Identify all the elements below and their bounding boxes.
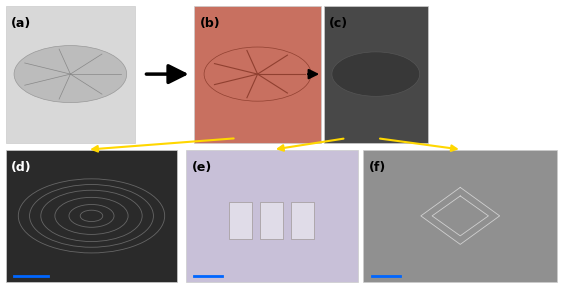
Bar (260, 202, 283, 239)
Circle shape (204, 47, 311, 101)
Text: (b): (b) (200, 17, 221, 30)
Bar (194, 6, 321, 142)
Text: (c): (c) (329, 17, 348, 30)
Bar (6, 150, 177, 282)
Circle shape (332, 52, 420, 96)
Bar (186, 150, 358, 282)
Bar (324, 6, 428, 142)
Bar (292, 202, 314, 239)
Bar (230, 202, 252, 239)
Bar (363, 150, 557, 282)
Text: (d): (d) (11, 161, 32, 174)
Text: (a): (a) (11, 17, 32, 30)
Bar (6, 6, 135, 142)
Circle shape (14, 46, 127, 103)
Text: (e): (e) (191, 161, 212, 174)
Text: (f): (f) (369, 161, 386, 174)
